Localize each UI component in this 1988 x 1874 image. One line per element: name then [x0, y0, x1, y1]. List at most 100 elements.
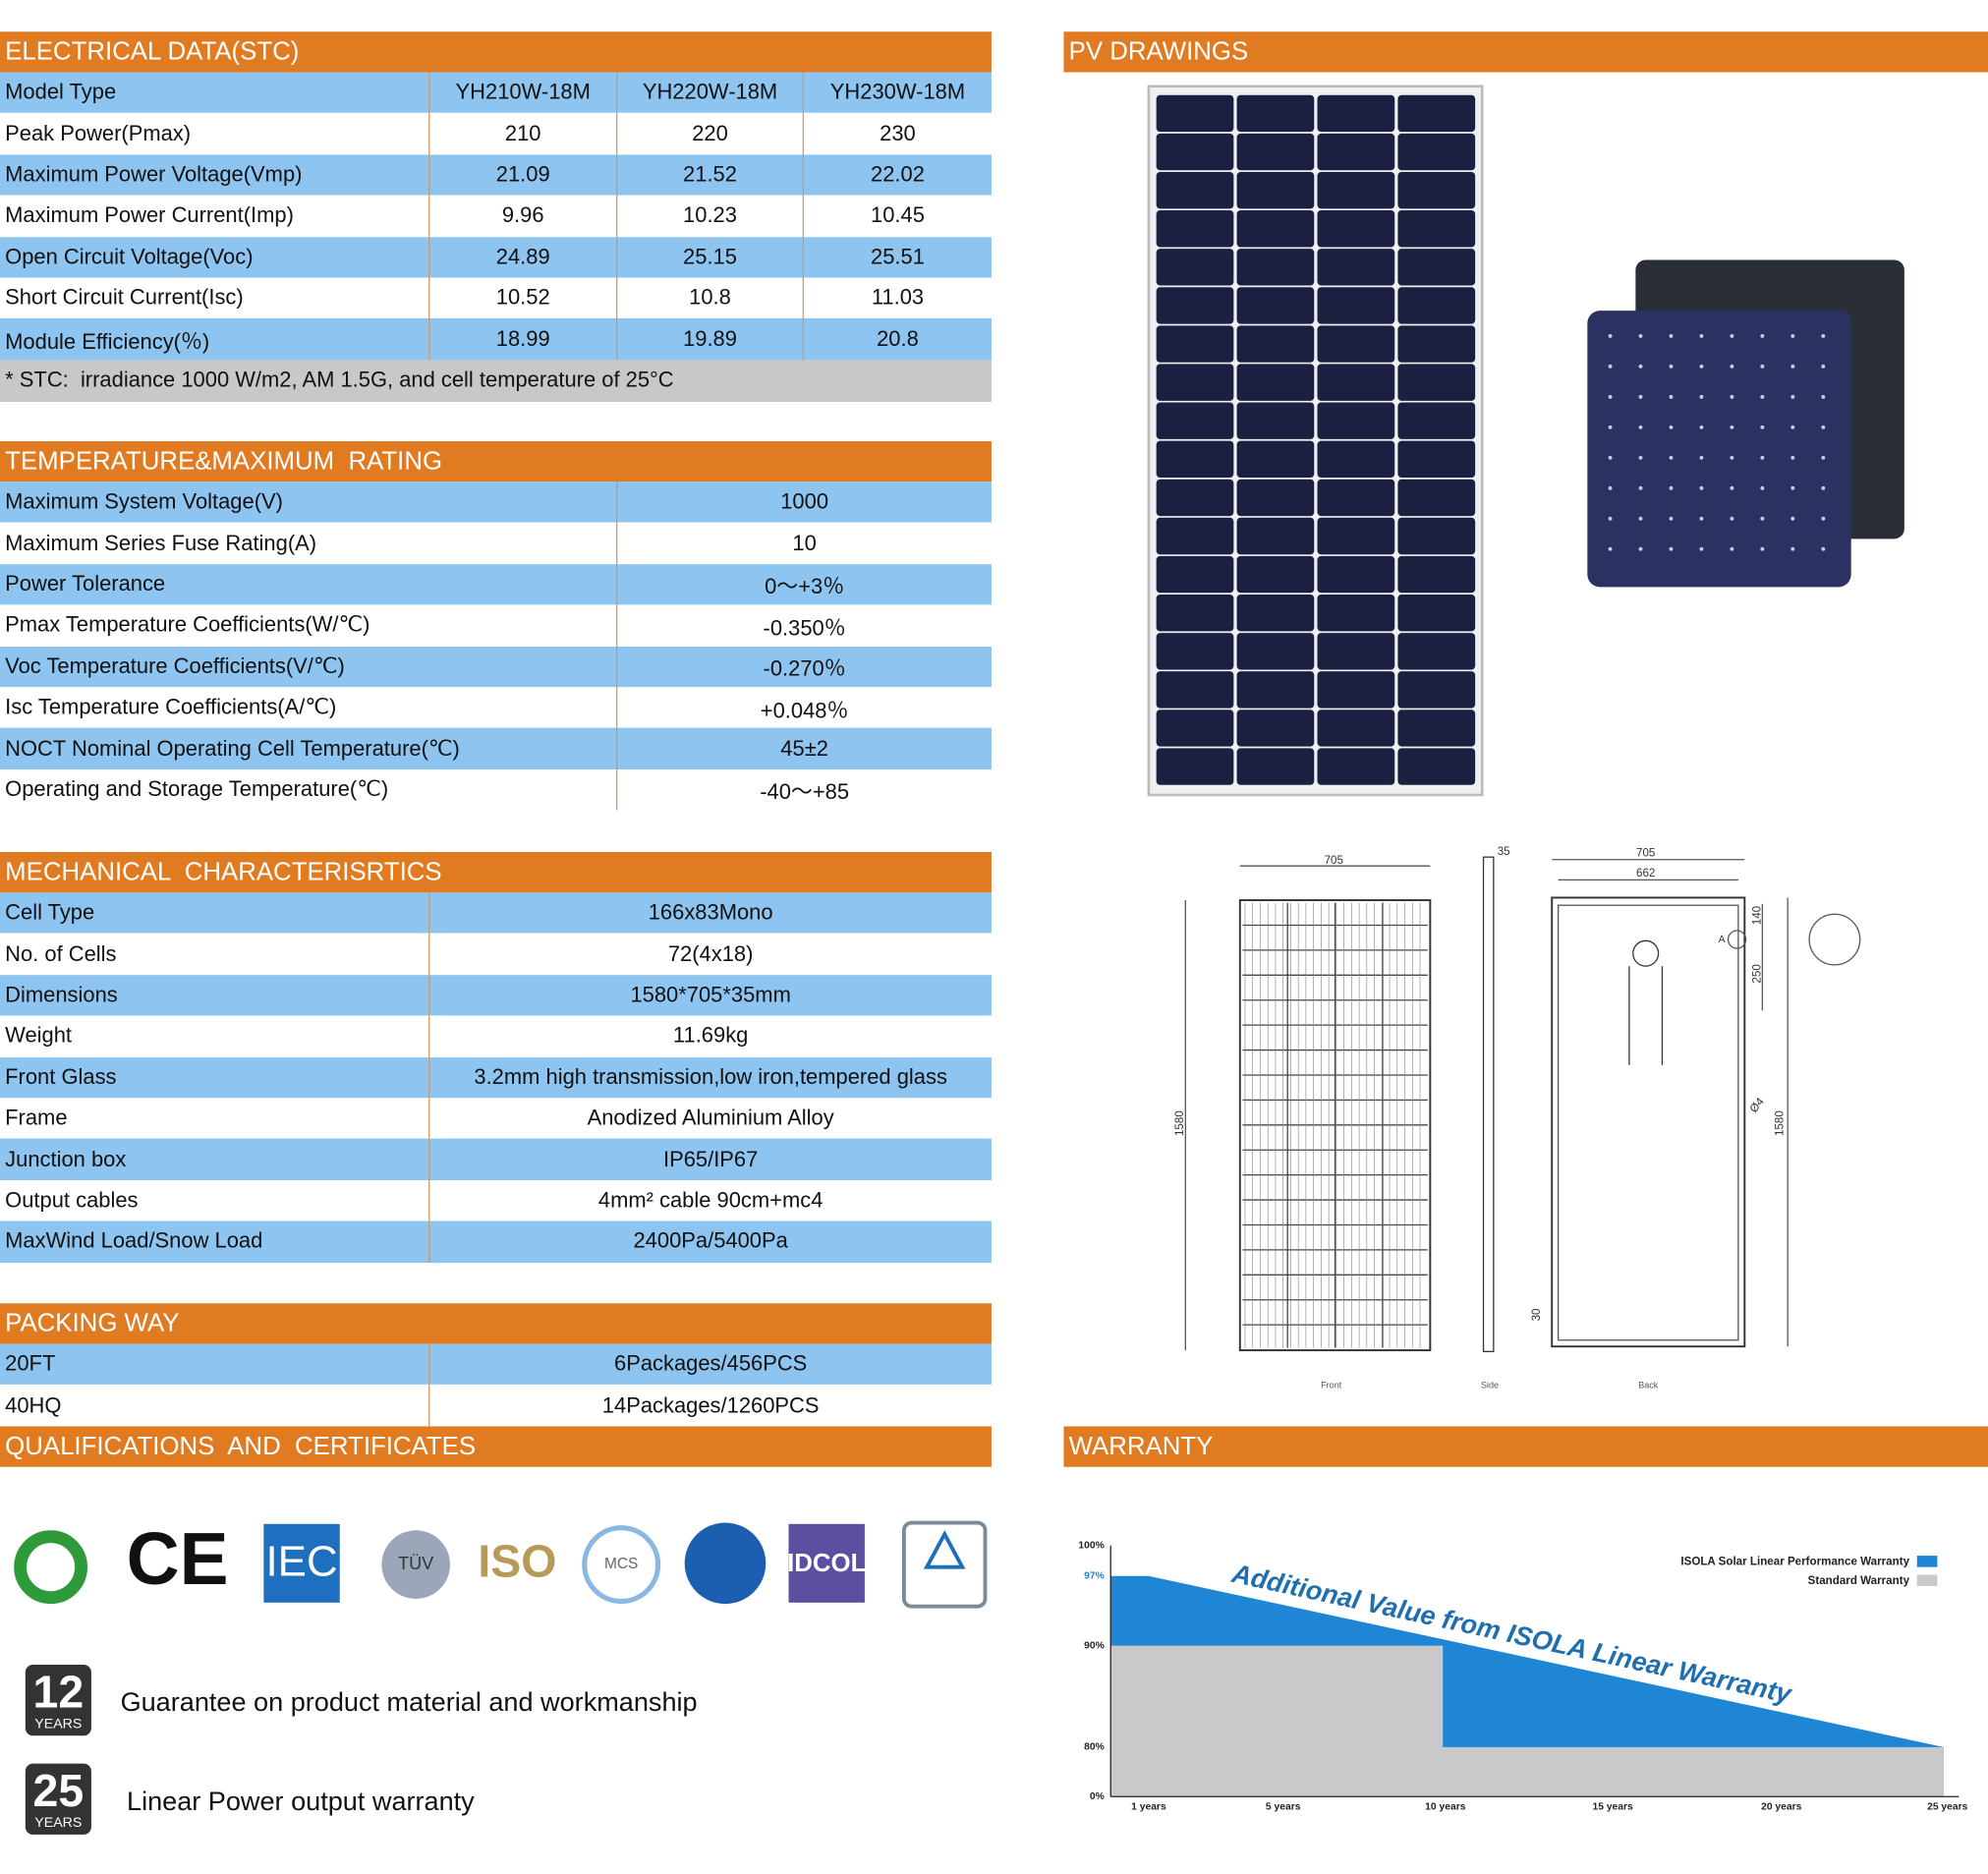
panel-cell [1397, 364, 1476, 401]
panel-cell [1156, 210, 1234, 248]
cell-front [1587, 311, 1851, 588]
logo-text: MCS [604, 1556, 638, 1572]
table-row [0, 236, 992, 278]
cell-dot [1790, 394, 1795, 399]
dimension-label: 662 [1636, 867, 1655, 880]
cell-dot [1699, 516, 1704, 521]
section-header: PACKING WAY [0, 1303, 992, 1344]
table-row [0, 113, 992, 155]
logo [788, 1523, 865, 1603]
table-row [0, 1056, 992, 1099]
table-row [0, 154, 992, 196]
cell-dot [1821, 546, 1826, 551]
cell-dot [1669, 394, 1674, 399]
table-cell: NOCT Nominal Operating Cell Temperature(… [5, 736, 460, 761]
table-cell: 4mm² cable 90cm+mc4 [428, 1179, 992, 1221]
cell-dot [1821, 425, 1826, 429]
cell-dot [1790, 485, 1795, 490]
cell-dot [1669, 364, 1674, 369]
table-cell: 14Packages/1260PCS [428, 1385, 992, 1427]
cell-dot [1760, 394, 1765, 399]
table-row [0, 728, 992, 769]
panel-cell [1236, 555, 1315, 594]
panel-cell [1236, 748, 1315, 785]
panel-cell [1236, 364, 1315, 401]
cell-dot [1730, 516, 1734, 521]
panel-cell [1397, 325, 1476, 363]
table-row [0, 318, 992, 361]
panel-cell [1317, 479, 1395, 517]
table-cell: 72(4x18) [428, 934, 992, 975]
table-cell: 21.52 [616, 154, 803, 196]
cell-dot [1730, 485, 1734, 490]
table-cell: -40～+85 [616, 768, 992, 811]
table-cell: Module Efficiency(％) [5, 329, 210, 355]
cell-dot [1730, 425, 1734, 429]
panel-cell [1236, 594, 1315, 632]
logo-text: ISO [478, 1535, 556, 1586]
table-row [0, 482, 992, 524]
cell-dot [1790, 333, 1795, 338]
table-row [0, 1098, 992, 1140]
table-cell: -0.270％ [616, 646, 992, 688]
logo [263, 1523, 340, 1603]
logo [381, 1530, 451, 1599]
dimension-label: Ø4 [1747, 1095, 1767, 1115]
cell-dot [1821, 455, 1826, 460]
cell-dot [1730, 546, 1734, 551]
table-cell: 25.51 [802, 236, 992, 278]
panel-cell [1317, 633, 1395, 670]
panel-cell [1156, 440, 1234, 479]
panel-cell [1317, 133, 1395, 171]
panel-cell [1397, 402, 1476, 439]
panel-cell [1156, 325, 1234, 363]
cell-dot [1790, 546, 1795, 551]
table-cell: 9.96 [428, 195, 616, 237]
table-cell: Short Circuit Current(Isc) [5, 285, 244, 311]
view-label: Back [1638, 1381, 1659, 1391]
table-cell: 10.52 [428, 277, 616, 319]
section-header: QUALIFICATIONS AND CERTIFICATES [0, 1426, 992, 1467]
panel-cell [1397, 633, 1476, 670]
badge-unit: YEARS [34, 1815, 82, 1831]
legend-swatch [1916, 1574, 1938, 1587]
panel-cell [1236, 479, 1315, 517]
cell-dot [1699, 485, 1704, 490]
badge-years: 12 [33, 1666, 85, 1717]
cell-dot [1608, 455, 1613, 460]
dimension-label: 705 [1325, 854, 1343, 867]
table-cell: 25.15 [616, 236, 803, 278]
table-row [0, 277, 992, 319]
panel-cell [1236, 671, 1315, 709]
cell-dot [1699, 333, 1704, 338]
table-cell: Isc Temperature Coefficients(A/℃) [5, 695, 337, 719]
panel-cell [1397, 710, 1476, 747]
table-row [0, 523, 992, 564]
panel-cell [1317, 748, 1395, 785]
cell-dot [1638, 394, 1643, 399]
table-cell: YH230W-18M [802, 72, 992, 114]
x-label: 25 years [1927, 1801, 1968, 1812]
panel-cell [1156, 594, 1234, 632]
table-row [0, 1015, 992, 1057]
back-inner [1558, 904, 1739, 1341]
panel-cell [1236, 325, 1315, 363]
logo-text: IDCOL [787, 1550, 866, 1577]
table-cell: Open Circuit Voltage(Voc) [5, 244, 254, 269]
table-cell: Frame [5, 1106, 68, 1130]
panel-cell [1156, 671, 1234, 709]
guarantee-text: Linear Power output warranty [127, 1786, 475, 1816]
cell-dot [1638, 455, 1643, 460]
panel-cell [1397, 555, 1476, 594]
table-cell: 6Packages/456PCS [428, 1343, 992, 1386]
cell-dot [1699, 425, 1704, 429]
panel-cell [1317, 517, 1395, 555]
cell-dot [1760, 364, 1765, 369]
table-row [0, 72, 992, 114]
cell-dot [1760, 485, 1765, 490]
panel-cell [1397, 249, 1476, 286]
year-badge [25, 1763, 91, 1835]
dimension-label: 140 [1750, 906, 1763, 925]
view-label: Side [1481, 1381, 1499, 1391]
